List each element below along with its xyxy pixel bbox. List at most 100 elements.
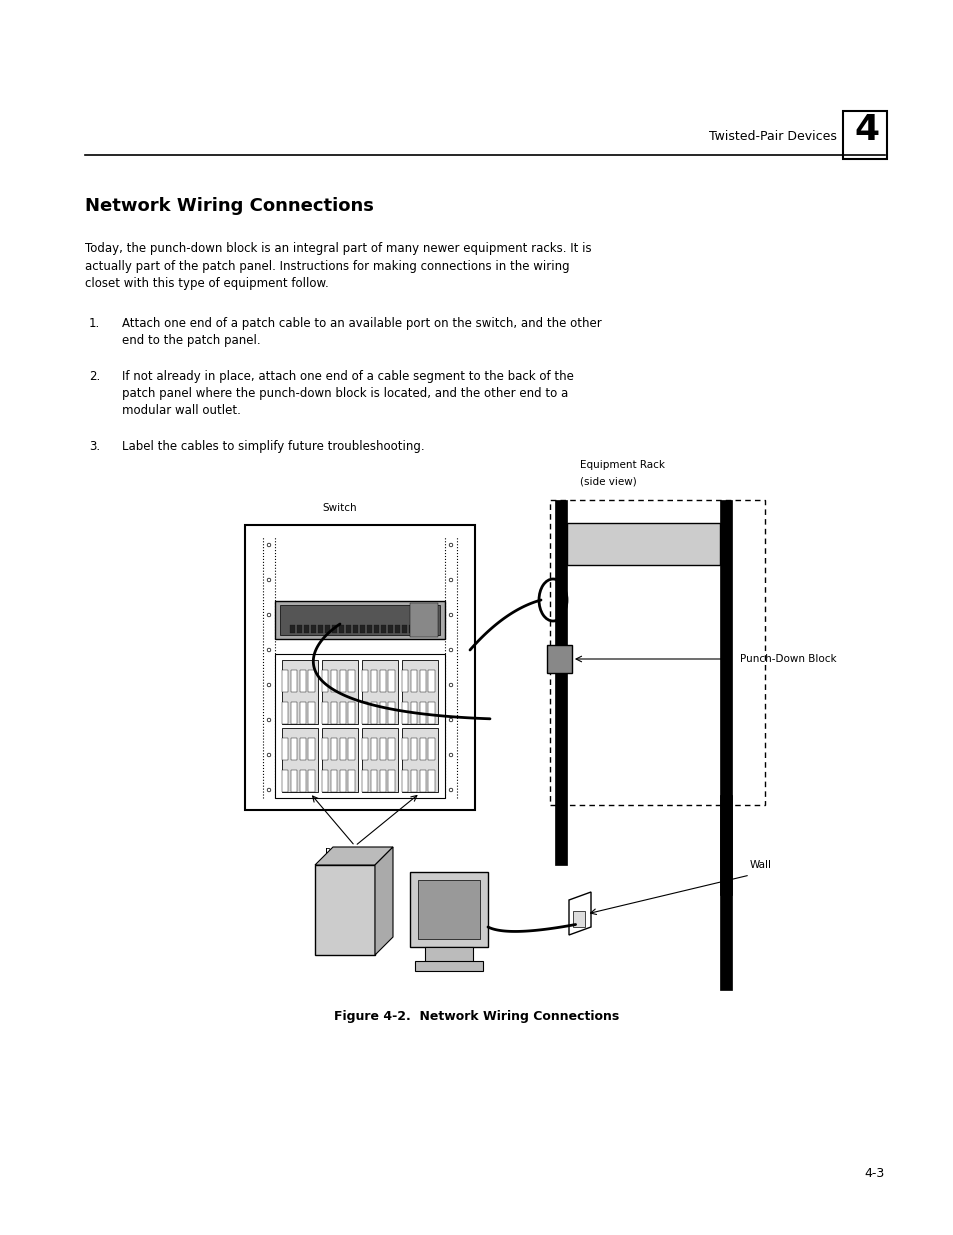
Bar	[371, 701, 376, 724]
Bar	[331, 669, 336, 692]
Bar	[419, 669, 425, 692]
Bar	[411, 669, 416, 692]
Bar	[291, 769, 296, 792]
Bar	[424, 947, 473, 963]
Text: 1.: 1.	[89, 316, 100, 330]
Text: Figure 4-2.  Network Wiring Connections: Figure 4-2. Network Wiring Connections	[334, 1010, 619, 1023]
Bar	[322, 701, 328, 724]
Bar	[331, 701, 336, 724]
Bar	[304, 625, 309, 634]
Bar	[332, 625, 336, 634]
Text: closet with this type of equipment follow.: closet with this type of equipment follo…	[85, 277, 329, 290]
Bar	[422, 625, 428, 634]
Bar	[299, 769, 306, 792]
Bar	[419, 737, 425, 760]
Bar	[388, 669, 395, 692]
Bar	[291, 737, 296, 760]
Bar	[419, 701, 425, 724]
Bar	[339, 737, 346, 760]
Polygon shape	[375, 847, 393, 955]
Bar	[362, 669, 368, 692]
Bar	[325, 625, 330, 634]
Text: Wall: Wall	[749, 860, 771, 869]
Bar	[308, 669, 314, 692]
Bar	[346, 625, 351, 634]
Bar	[566, 522, 720, 564]
Bar	[299, 737, 306, 760]
Bar	[371, 737, 376, 760]
Bar	[245, 525, 475, 810]
Bar	[282, 669, 288, 692]
Bar	[379, 737, 385, 760]
Text: Equipment Rack: Equipment Rack	[579, 459, 664, 471]
Bar	[359, 625, 364, 634]
Text: 2.: 2.	[89, 369, 100, 383]
Bar	[308, 769, 314, 792]
Bar	[308, 701, 314, 724]
Bar	[428, 701, 435, 724]
Text: If not already in place, attach one end of a cable segment to the back of the: If not already in place, attach one end …	[122, 369, 574, 383]
Polygon shape	[568, 892, 590, 935]
Bar	[419, 769, 425, 792]
Bar	[428, 737, 435, 760]
Text: 4-3: 4-3	[863, 1167, 884, 1179]
Bar	[417, 881, 479, 939]
Bar	[299, 701, 306, 724]
Bar	[274, 655, 444, 798]
Bar	[353, 625, 357, 634]
Text: 4: 4	[854, 112, 879, 147]
Bar	[348, 769, 355, 792]
Text: modular wall outlet.: modular wall outlet.	[122, 405, 240, 417]
Bar	[317, 625, 322, 634]
Bar	[411, 737, 416, 760]
Bar	[348, 701, 355, 724]
Bar	[339, 769, 346, 792]
Bar	[410, 872, 488, 947]
Bar	[339, 701, 346, 724]
Text: patch panel where the punch-down block is located, and the other end to a: patch panel where the punch-down block i…	[122, 387, 568, 400]
Bar	[402, 737, 408, 760]
Bar	[281, 659, 318, 724]
Bar	[291, 669, 296, 692]
Bar	[348, 737, 355, 760]
Bar	[555, 500, 566, 864]
Bar	[281, 727, 318, 792]
Bar	[402, 701, 408, 724]
Bar	[402, 769, 408, 792]
Bar	[379, 769, 385, 792]
Bar	[322, 669, 328, 692]
Bar	[362, 737, 368, 760]
Bar	[308, 737, 314, 760]
Bar	[379, 669, 385, 692]
Bar	[415, 961, 482, 971]
Bar	[388, 769, 395, 792]
Bar	[410, 603, 437, 637]
Bar	[546, 645, 572, 673]
Text: actually part of the patch panel. Instructions for making connections in the wir: actually part of the patch panel. Instru…	[85, 259, 569, 273]
Bar	[322, 769, 328, 792]
Bar	[296, 625, 301, 634]
Bar	[720, 795, 731, 990]
Bar	[362, 701, 368, 724]
Bar	[361, 659, 397, 724]
Bar	[331, 737, 336, 760]
Bar	[282, 701, 288, 724]
Bar	[367, 625, 372, 634]
Bar	[362, 769, 368, 792]
Bar	[371, 669, 376, 692]
Bar	[331, 769, 336, 792]
Bar	[388, 737, 395, 760]
Bar	[411, 701, 416, 724]
Bar	[282, 769, 288, 792]
Polygon shape	[314, 847, 393, 864]
Text: end to the patch panel.: end to the patch panel.	[122, 333, 260, 347]
Bar	[379, 701, 385, 724]
Bar	[322, 737, 328, 760]
Bar	[388, 701, 395, 724]
Bar	[402, 669, 408, 692]
Bar	[416, 625, 420, 634]
Bar	[274, 601, 444, 638]
Text: Label the cables to simplify future troubleshooting.: Label the cables to simplify future trou…	[122, 440, 424, 453]
Bar	[374, 625, 378, 634]
Bar	[280, 605, 439, 635]
